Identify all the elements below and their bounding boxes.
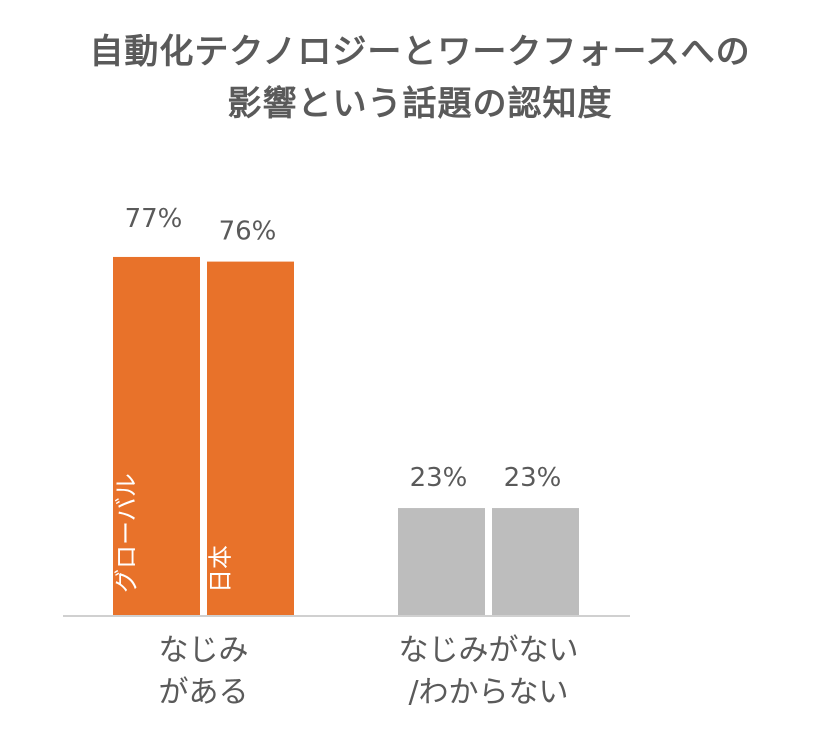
category-label-2-line-1: なじみがない (399, 633, 579, 668)
series-label-1: グローバル (113, 473, 141, 593)
value-label-1-1: 77% (125, 204, 183, 234)
value-label-2-2: 23% (504, 463, 562, 493)
series-label-2: 日本 (207, 545, 235, 593)
category-label-1-line-1: なじみ (159, 633, 249, 668)
chart-title-line-1: 自動化テクノロジーとワークフォースへの (89, 32, 751, 72)
category-label-2-line-2: /わからない (408, 675, 568, 710)
value-label-2-1: 23% (410, 463, 468, 493)
bar-2-2 (492, 508, 579, 615)
bar-2-1 (398, 508, 485, 615)
chart-title-line-2: 影響という話題の認知度 (227, 84, 613, 124)
bar-1-1 (113, 256, 200, 615)
bar-1-2 (207, 261, 294, 615)
value-label-1-2: 76% (219, 217, 277, 247)
category-label-1-line-2: がある (159, 675, 249, 710)
